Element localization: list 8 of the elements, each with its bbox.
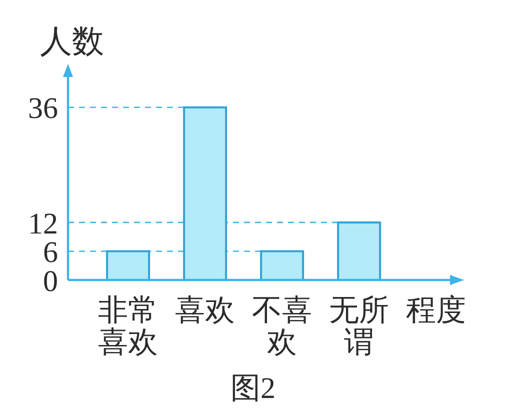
- y-tick-label: 36: [28, 92, 58, 126]
- x-axis-title: 程度: [406, 294, 466, 327]
- x-tick-label: 喜欢: [175, 294, 236, 327]
- y-axis-title: 人数: [40, 23, 104, 59]
- x-tick-label: 无所谓: [329, 294, 390, 359]
- x-tick-label: 不喜欢: [252, 294, 312, 359]
- x-tick-label: 非常喜欢: [98, 294, 158, 359]
- title: 图2: [230, 372, 276, 405]
